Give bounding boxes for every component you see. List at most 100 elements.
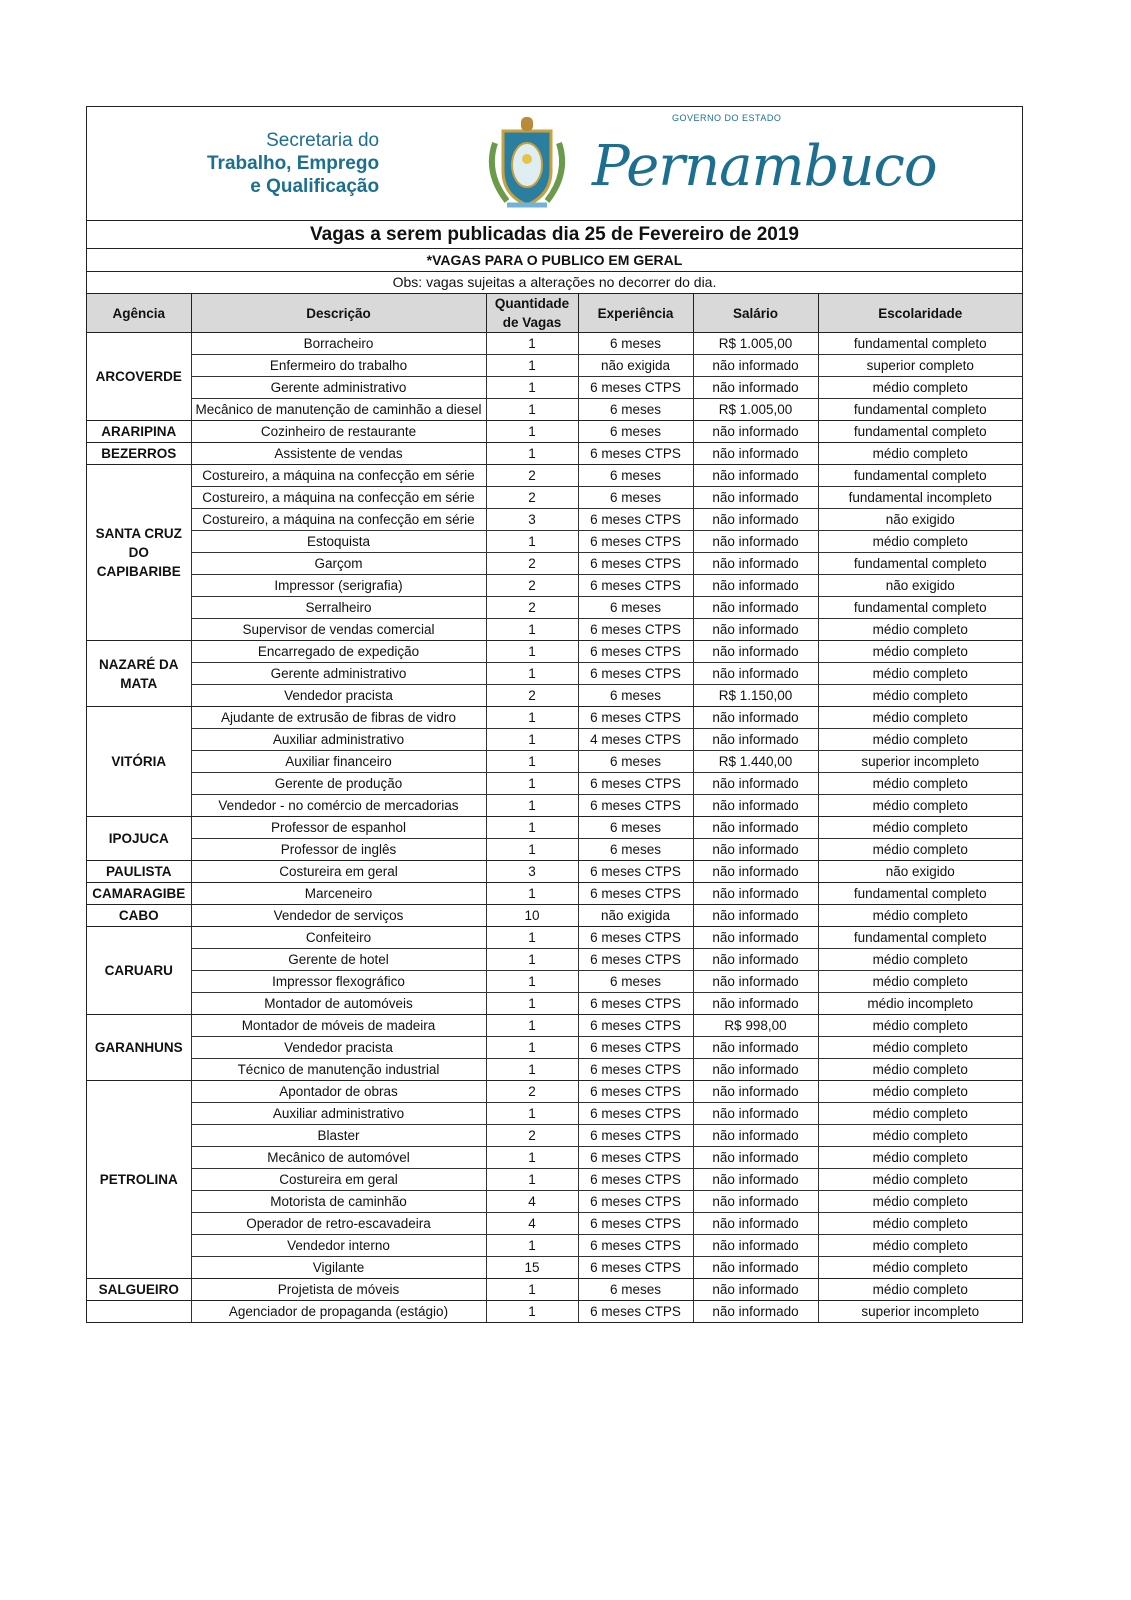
cell-descricao: Vigilante	[190, 1256, 487, 1279]
cell-quantidade: 1	[485, 662, 579, 685]
cell-descricao: Professor de inglês	[190, 838, 487, 861]
cell-quantidade: 1	[485, 706, 579, 729]
table-row: ARARIPINA Cozinheiro de restaurante 1 6 mes…	[87, 420, 1022, 443]
cell-escolaridade: médio completo	[817, 1212, 1022, 1235]
cell-salario: não informado	[692, 992, 819, 1015]
cell-escolaridade: fundamental completo	[817, 420, 1022, 443]
cell-escolaridade: médio completo	[817, 1058, 1022, 1081]
cell-escolaridade: fundamental completo	[817, 926, 1022, 949]
cell-quantidade: 1	[485, 926, 579, 949]
cell-descricao: Cozinheiro de restaurante	[190, 420, 487, 443]
cell-agencia: CAMARAGIBE	[87, 882, 192, 905]
cell-escolaridade: médio completo	[817, 640, 1022, 663]
cell-descricao: Estoquista	[190, 530, 487, 553]
cell-escolaridade: médio completo	[817, 1036, 1022, 1059]
cell-salario: não informado	[692, 816, 819, 839]
cell-experiencia: 6 meses	[577, 420, 694, 443]
cell-escolaridade: médio completo	[817, 904, 1022, 927]
cell-quantidade: 2	[485, 1080, 579, 1103]
cell-descricao: Costureiro, a máquina na confecção em sé…	[190, 464, 487, 487]
cell-experiencia: 6 meses CTPS	[577, 772, 694, 795]
cell-descricao: Vendedor - no comércio de mercadorias	[190, 794, 487, 817]
cell-escolaridade: médio completo	[817, 530, 1022, 553]
table-row: Enfermeiro do trabalho 1 não exigida não in…	[87, 354, 1022, 377]
cell-quantidade: 2	[485, 464, 579, 487]
cell-experiencia: 6 meses	[577, 486, 694, 509]
cell-escolaridade: médio completo	[817, 1124, 1022, 1147]
cell-descricao: Assistente de vendas	[190, 442, 487, 465]
table-row: Operador de retro-escavadeira 4 6 meses CT…	[87, 1212, 1022, 1235]
cell-quantidade: 1	[485, 618, 579, 641]
cell-escolaridade: médio completo	[817, 1080, 1022, 1103]
table-row: Técnico de manutenção industrial 1 6 meses…	[87, 1058, 1022, 1081]
cell-quantidade: 1	[485, 838, 579, 861]
cell-descricao: Gerente de hotel	[190, 948, 487, 971]
cell-agencia: CABO	[87, 904, 192, 927]
cell-salario: não informado	[692, 596, 819, 619]
cell-experiencia: 6 meses	[577, 596, 694, 619]
table-row: SANTA CRUZ DO CAPIBARIBE Costureiro, a má…	[87, 464, 1022, 641]
cell-quantidade: 1	[485, 1014, 579, 1037]
cell-experiencia: 6 meses CTPS	[577, 662, 694, 685]
cell-escolaridade: médio completo	[817, 618, 1022, 641]
cell-salario: não informado	[692, 1124, 819, 1147]
secretaria-logo-text: Secretaria do Trabalho, Emprego e Qualif…	[207, 129, 379, 198]
cell-quantidade: 1	[485, 992, 579, 1015]
cell-salario: R$ 1.440,00	[692, 750, 819, 773]
column-header-experiencia: Experiência	[577, 294, 694, 333]
cell-escolaridade: médio completo	[817, 706, 1022, 729]
table-row: Vendedor pracista 1 6 meses CTPS não inform…	[87, 1036, 1022, 1059]
table-row: NAZARÉ DA MATA Encarregado de expedição 1 6…	[87, 640, 1022, 707]
cell-salario: não informado	[692, 1058, 819, 1081]
cell-descricao: Costureiro, a máquina na confecção em sé…	[190, 486, 487, 509]
cell-salario: não informado	[692, 640, 819, 663]
cell-experiencia: 6 meses CTPS	[577, 1212, 694, 1235]
table-row: Auxiliar administrativo 1 4 meses CTPS não …	[87, 728, 1022, 751]
cell-escolaridade: médio completo	[817, 816, 1022, 839]
cell-descricao: Auxiliar financeiro	[190, 750, 487, 773]
table-row: GARANHUNS Montador de móveis de madeira 1 6…	[87, 1014, 1022, 1081]
cell-experiencia: 6 meses CTPS	[577, 1168, 694, 1191]
table-row: Vigilante 15 6 meses CTPS não informado médi…	[87, 1256, 1022, 1279]
cell-experiencia: 6 meses CTPS	[577, 1234, 694, 1257]
table-row: Estoquista 1 6 meses CTPS não informado médi…	[87, 530, 1022, 553]
cell-escolaridade: médio completo	[817, 1190, 1022, 1213]
pernambuco-logo-text: Pernambuco	[592, 134, 938, 199]
cell-quantidade: 3	[485, 860, 579, 883]
cell-agencia: NAZARÉ DA MATA	[87, 640, 192, 707]
cell-quantidade: 1	[485, 1278, 579, 1301]
cell-agencia: CARUARU	[87, 926, 192, 1015]
secretaria-line-3: e Qualificação	[250, 176, 380, 197]
cell-quantidade: 2	[485, 596, 579, 619]
cell-quantidade: 1	[485, 750, 579, 773]
column-header-descricao: Descrição	[190, 294, 487, 333]
cell-escolaridade: médio completo	[817, 728, 1022, 751]
secretaria-line-2: Trabalho, Emprego	[207, 153, 380, 174]
cell-agencia: PAULISTA	[87, 860, 192, 883]
cell-salario: não informado	[692, 1102, 819, 1125]
cell-escolaridade: fundamental completo	[817, 552, 1022, 575]
cell-escolaridade: superior incompleto	[817, 750, 1022, 773]
cell-quantidade: 1	[485, 948, 579, 971]
cell-salario: não informado	[692, 376, 819, 399]
cell-salario: não informado	[692, 1168, 819, 1191]
cell-experiencia: 6 meses	[577, 970, 694, 993]
cell-descricao: Auxiliar administrativo	[190, 1102, 487, 1125]
cell-escolaridade: fundamental completo	[817, 464, 1022, 487]
cell-quantidade: 1	[485, 1146, 579, 1169]
governo-label: GOVERNO DO ESTADO	[672, 113, 782, 123]
cell-salario: não informado	[692, 662, 819, 685]
cell-salario: não informado	[692, 354, 819, 377]
cell-descricao: Impressor flexográfico	[190, 970, 487, 993]
cell-experiencia: 6 meses	[577, 816, 694, 839]
cell-salario: R$ 1.150,00	[692, 684, 819, 707]
cell-agencia: ARARIPINA	[87, 420, 192, 443]
cell-agencia: GARANHUNS	[87, 1014, 192, 1081]
cell-experiencia: 6 meses CTPS	[577, 376, 694, 399]
cell-escolaridade: médio completo	[817, 1102, 1022, 1125]
cell-escolaridade: médio completo	[817, 442, 1022, 465]
cell-escolaridade: fundamental incompleto	[817, 486, 1022, 509]
table-row: Costureiro, a máquina na confecção em sé…	[87, 508, 1022, 531]
cell-experiencia: 6 meses	[577, 464, 694, 487]
table-row: Impressor flexográfico 1 6 meses não inform…	[87, 970, 1022, 993]
